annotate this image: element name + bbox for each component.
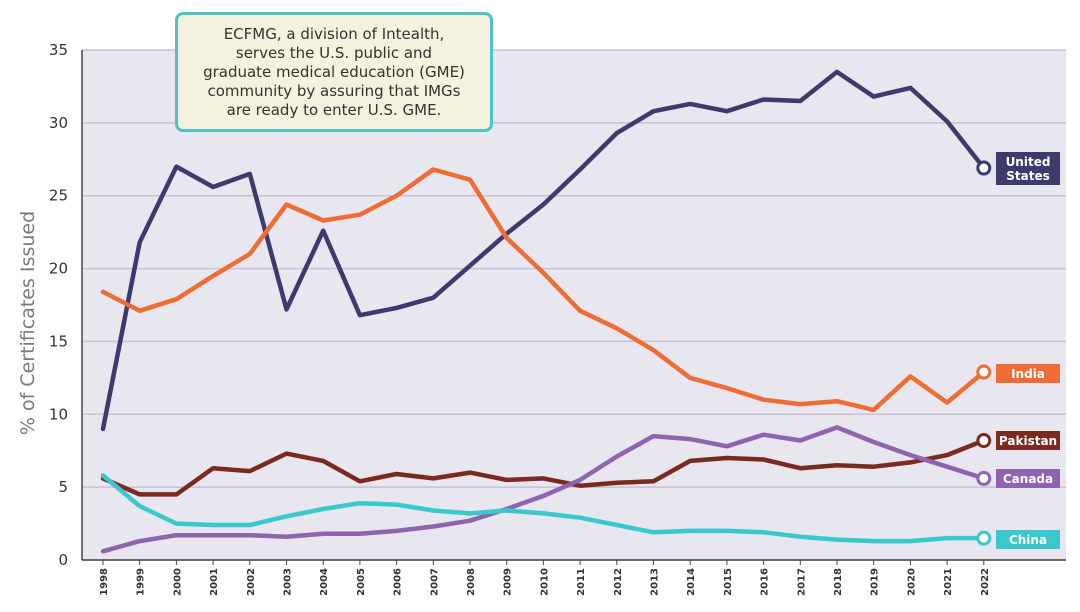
y-axis-label: % of Certificates Issued [17,211,39,435]
series-lines [100,69,992,554]
x-tick-label: 2007 [429,568,440,596]
series-end-marker-china [976,530,992,546]
series-label-pakistan: Pakistan [996,431,1060,450]
annotation-text: ECFMG, a division of Intealth, serves th… [203,24,465,119]
y-tick-label: 0 [58,551,68,569]
y-tick-label: 30 [49,114,68,132]
series-label-china: China [996,530,1060,549]
series-line-united-states [100,69,987,432]
x-tick-label: 2011 [576,568,587,596]
x-tick-label: 2012 [613,568,624,596]
x-tick-label: 2013 [650,568,661,596]
x-tick-label: 1998 [99,568,110,596]
series-end-marker-pakistan [976,433,992,449]
series-label-united-states: United States [996,152,1060,185]
annotation-box: ECFMG, a division of Intealth, serves th… [175,12,493,132]
y-tick-label: 25 [49,187,68,205]
x-tick-label: 2020 [906,568,917,596]
series-end-marker-united-states [976,160,992,176]
series-end-marker-canada [976,470,992,486]
x-axis-ticks: 1998 1999 2000 2001 2002 2003 2004 2005 2006 2007… [99,560,991,596]
x-tick-label: 2002 [246,568,257,596]
x-tick-label: 2003 [283,568,294,596]
x-tick-label: 2001 [209,568,220,596]
x-tick-label: 2019 [870,568,881,596]
y-tick-label: 15 [49,332,68,350]
x-tick-label: 2010 [539,568,550,596]
series-line-china [100,473,987,544]
y-tick-label: 20 [49,260,68,278]
series-line-canada [100,425,987,554]
x-tick-label: 2021 [943,568,954,596]
x-tick-label: 2015 [723,568,734,596]
x-tick-label: 2005 [356,568,367,596]
x-tick-label: 2006 [393,568,404,596]
y-tick-label: 35 [49,41,68,59]
x-tick-label: 2000 [172,568,183,596]
series-line-pakistan [100,438,987,497]
x-tick-label: 2016 [760,568,771,596]
x-tick-label: 2018 [833,568,844,596]
x-tick-label: 2022 [980,568,991,596]
x-tick-label: 2017 [796,568,807,596]
series-end-marker-india [976,364,992,380]
x-tick-label: 2004 [319,568,330,596]
y-tick-label: 10 [49,405,68,423]
series-label-india: India [996,364,1060,383]
x-tick-label: 2014 [686,568,697,596]
y-tick-label: 5 [58,478,68,496]
series-label-canada: Canada [996,469,1060,488]
x-tick-label: 2008 [466,568,477,596]
series-line-india [100,167,987,413]
y-axis-ticks: 0 5 10 15 20 25 30 35 [49,41,68,569]
x-tick-label: 2009 [503,568,514,596]
x-tick-label: 1999 [136,568,147,596]
